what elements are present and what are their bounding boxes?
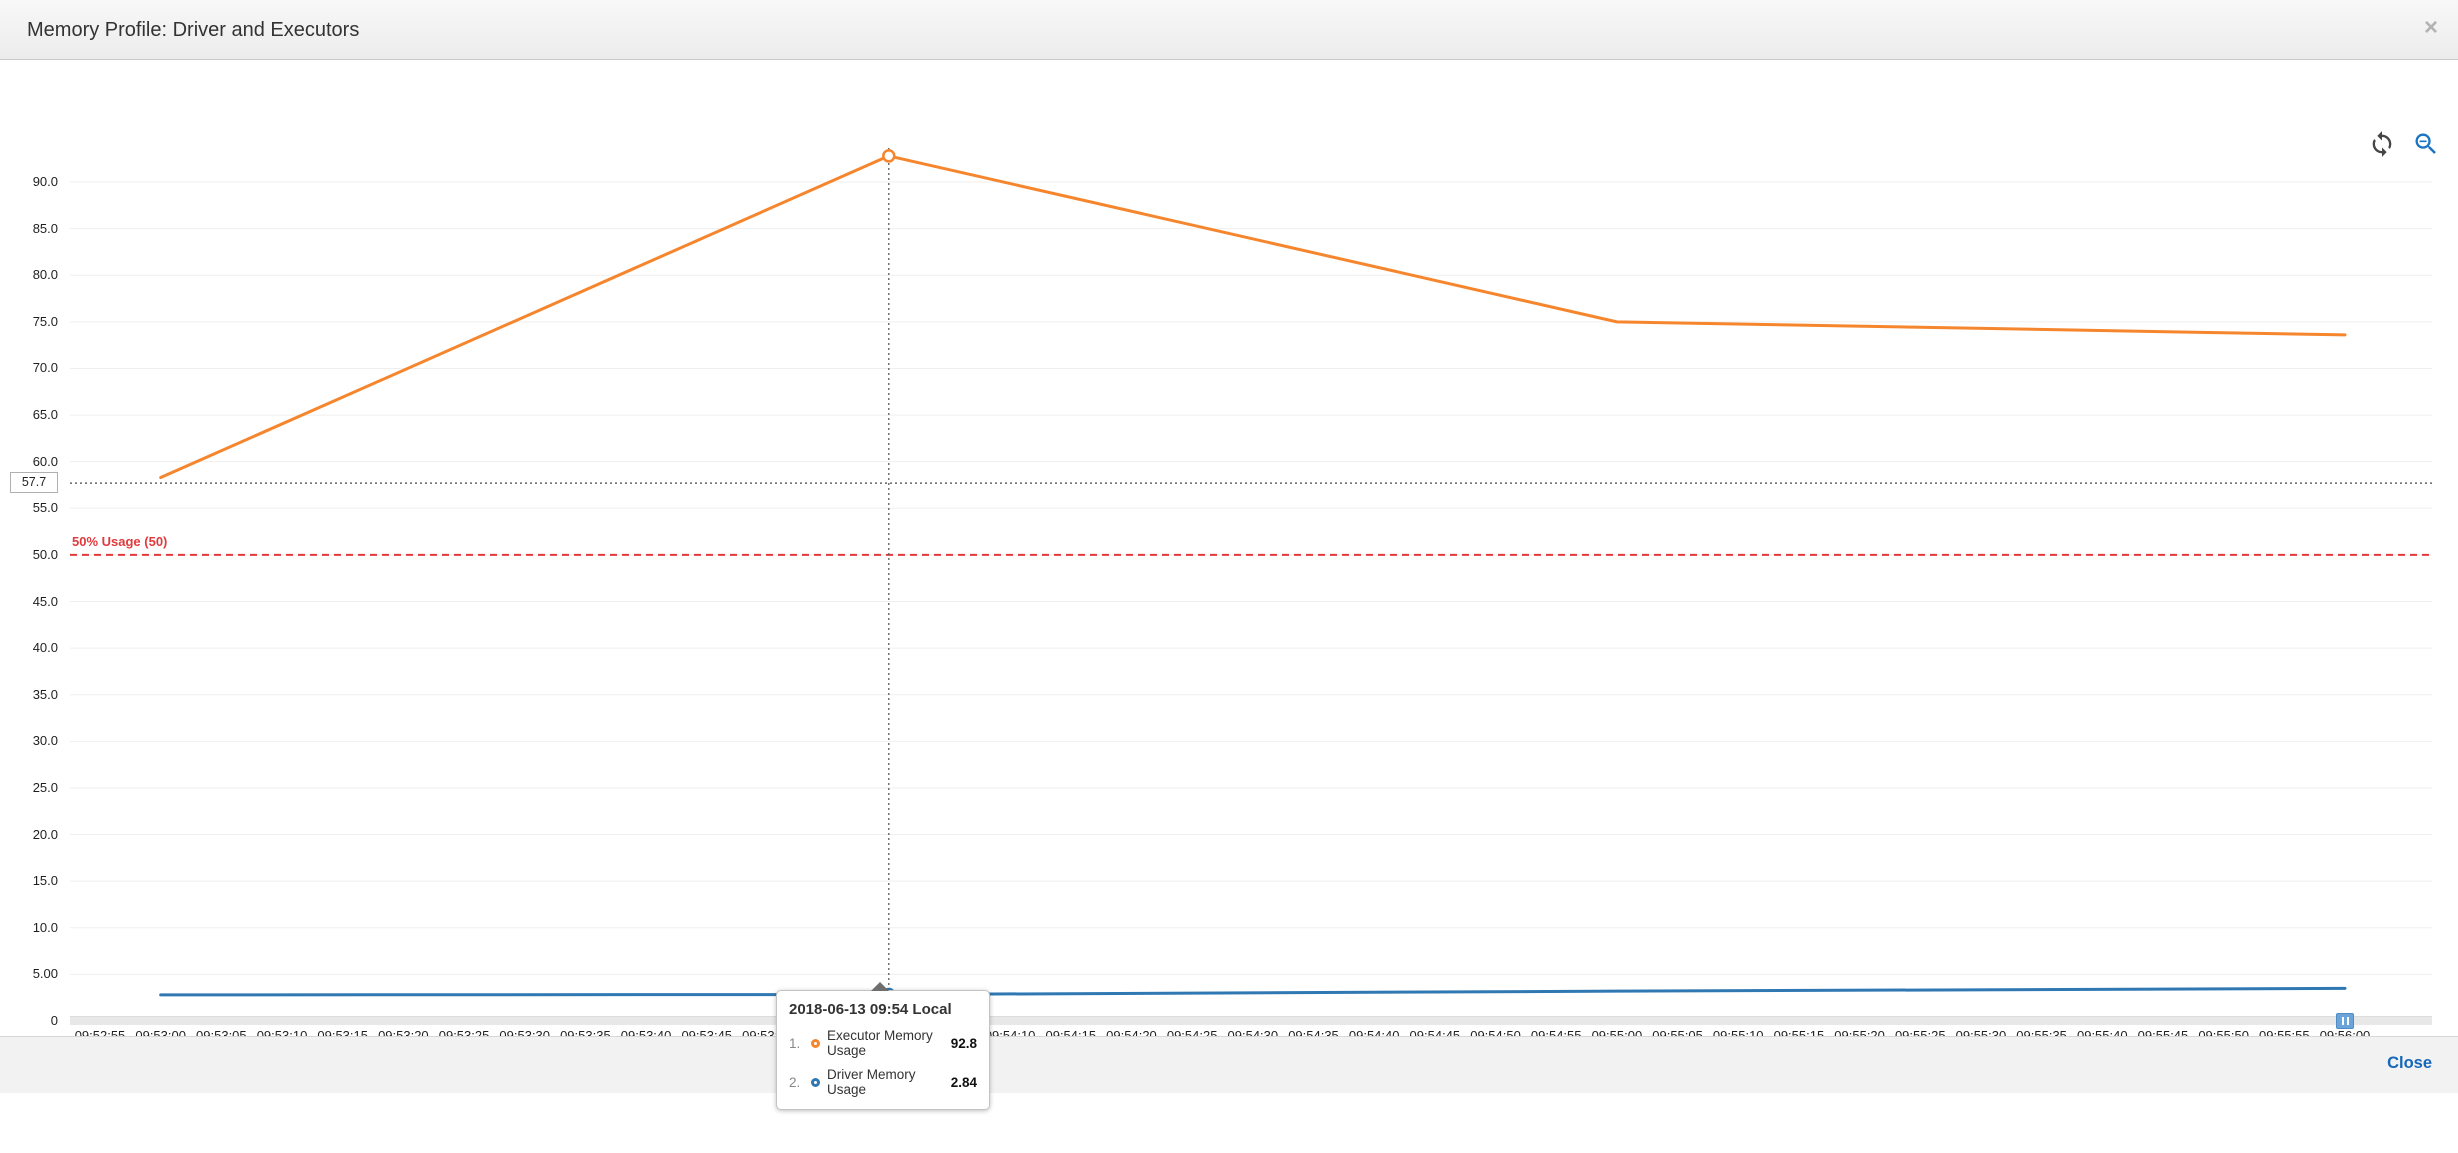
y-axis-tick-label: 75.0 bbox=[32, 313, 58, 329]
close-icon[interactable]: × bbox=[2423, 14, 2438, 41]
tooltip-row-index: 2. bbox=[789, 1074, 801, 1090]
y-axis-tick-label: 40.0 bbox=[32, 640, 58, 656]
close-button[interactable]: Close bbox=[2387, 1054, 2432, 1072]
tooltip-series-value: 2.84 bbox=[950, 1074, 977, 1090]
tooltip-arrow-icon bbox=[871, 982, 889, 991]
y-axis-tick-label: 25.0 bbox=[32, 779, 58, 795]
y-axis-tick-label: 50.0 bbox=[32, 546, 58, 562]
y-axis-tick-label: 10.0 bbox=[32, 919, 58, 935]
page-title: Memory Profile: Driver and Executors bbox=[27, 19, 360, 41]
chart-toolbar bbox=[2368, 130, 2440, 158]
tooltip-series-value: 92.8 bbox=[950, 1035, 977, 1051]
y-axis-tick-label: 65.0 bbox=[32, 407, 58, 423]
driver-series-ring-icon bbox=[811, 1077, 820, 1087]
y-axis-tick-label: 70.0 bbox=[32, 360, 58, 376]
y-axis-tick-label: 90.0 bbox=[32, 174, 58, 190]
tooltip-series-name: Executor Memory Usage bbox=[827, 1028, 933, 1058]
y-axis-tick-label: 30.0 bbox=[32, 733, 58, 749]
scrollbar-handle[interactable] bbox=[2336, 1013, 2354, 1029]
y-axis-tick-label: 35.0 bbox=[32, 686, 58, 702]
memory-profile-modal: { "header": { "title": "Memory Profile: … bbox=[0, 0, 2458, 1110]
y-axis-tick-label: 60.0 bbox=[32, 453, 58, 469]
threshold-label: 50% Usage (50) bbox=[72, 533, 168, 549]
tooltip-row: 1. Executor Memory Usage 92.8 bbox=[789, 1028, 977, 1058]
tooltip-row-index: 1. bbox=[789, 1035, 801, 1051]
refresh-icon[interactable] bbox=[2368, 130, 2396, 158]
y-axis-tick-label: 55.0 bbox=[32, 500, 58, 516]
chart-area: 90.0 85.0 80.0 75.0 70.0 65.0 60.0 55.0 50.0 45.0… bbox=[0, 60, 2458, 1070]
time-range-scrollbar[interactable] bbox=[70, 1016, 2432, 1025]
y-axis-tick-label: 85.0 bbox=[32, 220, 58, 236]
zoom-out-icon[interactable] bbox=[2412, 130, 2440, 158]
y-axis-tick-label: 80.0 bbox=[32, 267, 58, 283]
tooltip-row: 2. Driver Memory Usage 2.84 bbox=[789, 1067, 977, 1097]
y-axis-tick-label: 15.0 bbox=[32, 873, 58, 889]
y-axis-tick-label: 45.0 bbox=[32, 593, 58, 609]
chart-plot-area[interactable] bbox=[0, 60, 2458, 1153]
crosshair-y-value-box: 57.7 bbox=[10, 472, 58, 494]
modal-footer: Close bbox=[0, 1036, 2458, 1093]
y-axis-tick-label: 0 bbox=[50, 1013, 58, 1028]
chart-tooltip: 2018-06-13 09:54 Local 1. Executor Memor… bbox=[776, 982, 990, 1110]
tooltip-title: 2018-06-13 09:54 Local bbox=[789, 1001, 952, 1018]
y-axis-tick-label: 20.0 bbox=[32, 826, 58, 842]
executor-series-ring-icon bbox=[811, 1038, 820, 1048]
modal-header: Memory Profile: Driver and Executors × bbox=[0, 0, 2458, 60]
y-axis-tick-label: 5.00 bbox=[32, 966, 58, 982]
